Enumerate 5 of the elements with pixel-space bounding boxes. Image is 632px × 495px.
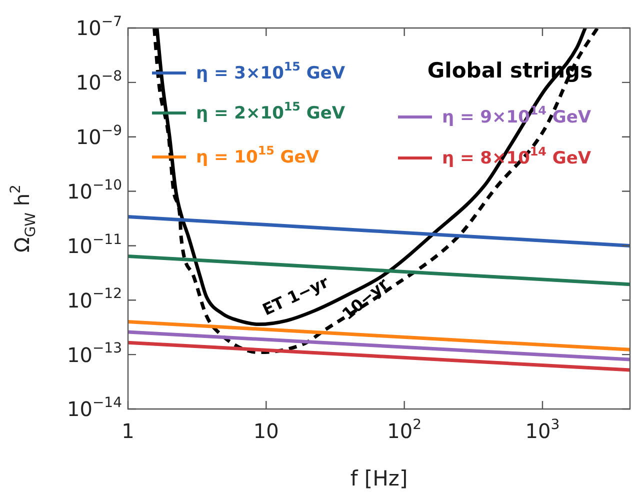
x-tick-label: 1 (122, 419, 134, 444)
x-axis-title: f [Hz] (350, 466, 408, 490)
y-axis-title: ΩGW h2 (8, 184, 40, 252)
text: ET 1−yr (260, 272, 332, 320)
x-tick-label: 10 (253, 419, 279, 444)
